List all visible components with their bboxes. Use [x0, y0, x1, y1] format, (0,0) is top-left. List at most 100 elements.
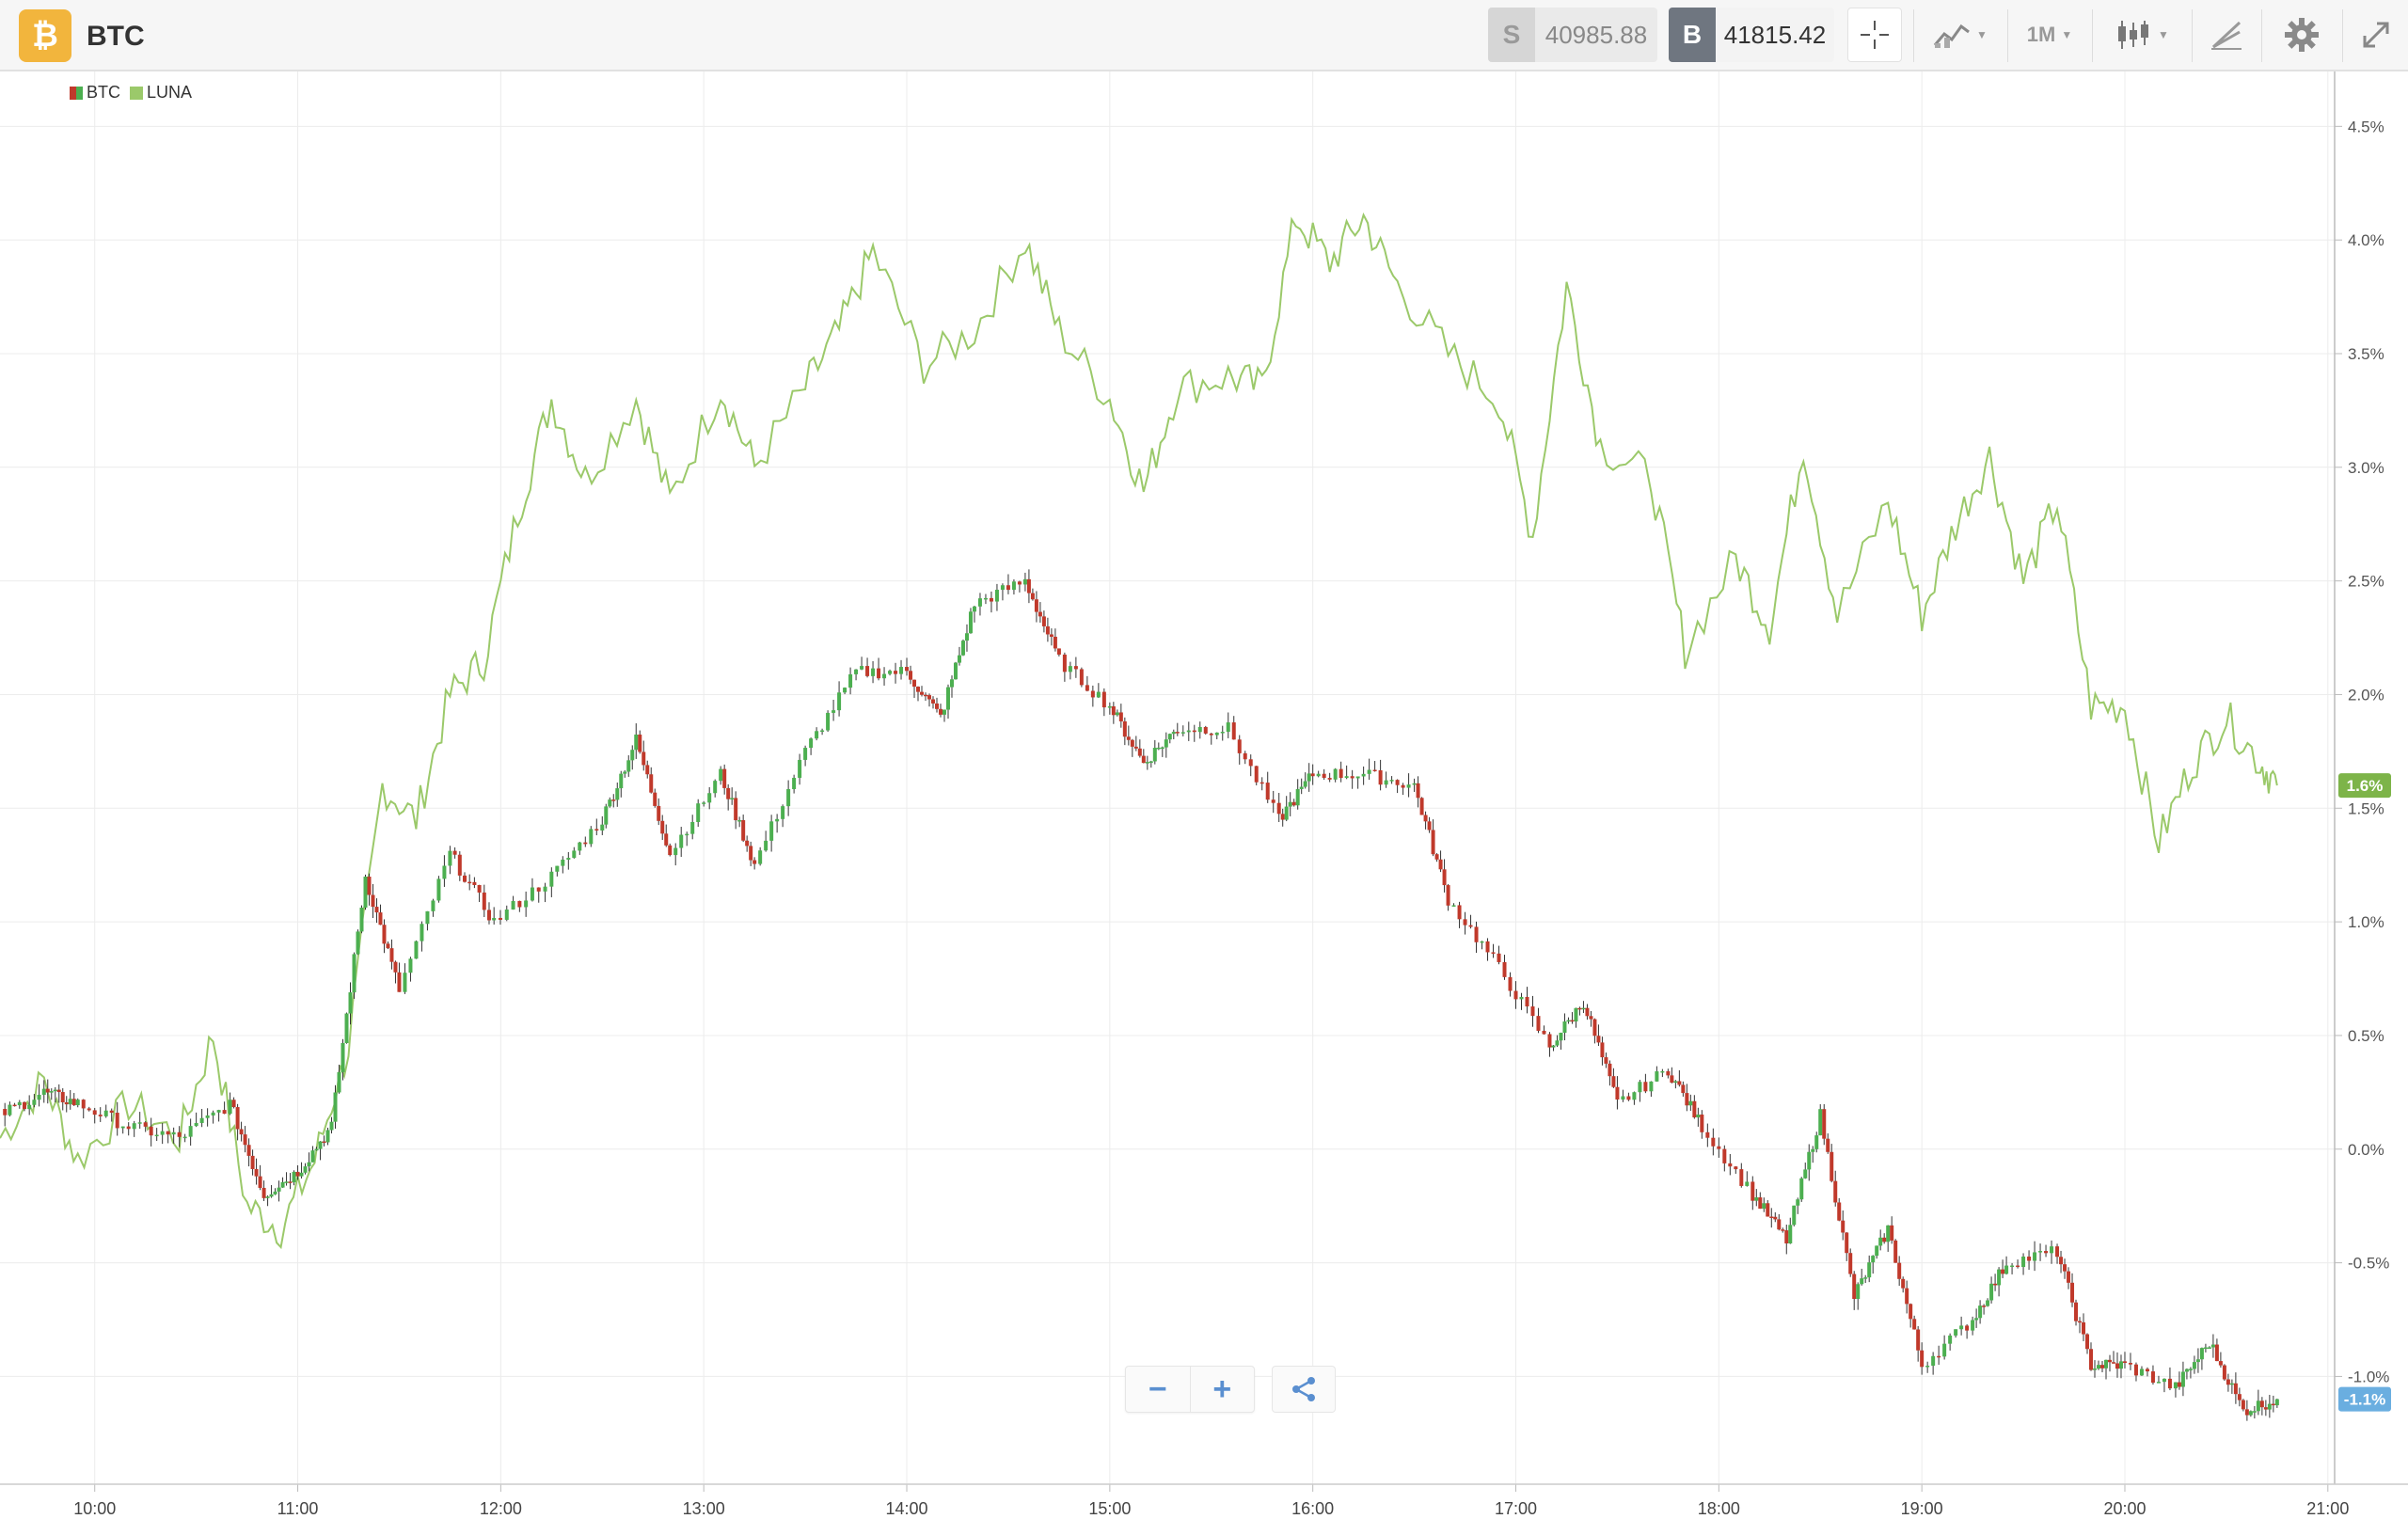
btc-candle-body: [615, 788, 620, 800]
btc-candle-body: [333, 1092, 338, 1122]
btc-candle-body: [848, 673, 853, 688]
btc-candle-body: [265, 1196, 270, 1198]
settings-button[interactable]: [2271, 8, 2333, 62]
btc-candle-body: [132, 1123, 136, 1130]
btc-candle-body: [1937, 1355, 1941, 1358]
btc-candle-body: [1442, 869, 1447, 886]
btc-candle-body: [258, 1176, 262, 1188]
btc-candle-body: [983, 597, 988, 600]
btc-candle-body: [623, 771, 627, 774]
y-tick-label: -0.5%: [2348, 1255, 2389, 1273]
crosshair-button[interactable]: [1847, 8, 1902, 62]
btc-candle-body: [2082, 1321, 2086, 1335]
btc-candle-body: [1948, 1335, 1953, 1344]
btc-candle-body: [860, 666, 864, 670]
btc-candle-body: [2111, 1362, 2115, 1364]
btc-candle-body: [303, 1166, 308, 1173]
btc-candle-body: [1367, 769, 1371, 774]
btc-candle-body: [1303, 781, 1307, 787]
btc-candle-body: [1982, 1305, 1987, 1307]
btc-candle-body: [1107, 705, 1112, 708]
zoom-out-button[interactable]: −: [1148, 1370, 1167, 1407]
btc-candle-body: [37, 1094, 41, 1100]
btc-candle-body: [1711, 1137, 1716, 1147]
timeframe-selector[interactable]: 1M ▼: [2017, 8, 2083, 62]
btc-candle-body: [752, 860, 757, 864]
btc-candle-body: [216, 1110, 221, 1113]
btc-candle-body: [1574, 1007, 1578, 1022]
btc-candle-body: [730, 798, 735, 799]
btc-candle-body: [322, 1141, 326, 1144]
btc-candle-body: [1265, 783, 1270, 800]
btc-candle-body: [2195, 1359, 2200, 1363]
btc-candle-body: [1852, 1274, 1857, 1300]
indicators-button[interactable]: ▼: [1923, 8, 1998, 62]
btc-candle-body: [2180, 1371, 2185, 1387]
sell-button[interactable]: S 40985.88: [1488, 8, 1657, 62]
btc-candle-body: [1339, 768, 1343, 779]
btc-candle-body: [166, 1131, 170, 1135]
btc-candle-body: [1803, 1169, 1808, 1179]
legend-item-btc[interactable]: BTC: [70, 83, 120, 103]
btc-candle-body: [566, 858, 571, 860]
zoom-in-button[interactable]: +: [1189, 1367, 1255, 1412]
btc-candle-body: [71, 1099, 76, 1106]
btc-candle-body: [2021, 1256, 2026, 1268]
btc-candle-body: [1137, 748, 1142, 756]
last-value-labels: 1.6% -1.1%: [2338, 773, 2391, 1412]
y-tick-label: -1.0%: [2348, 1368, 2389, 1385]
btc-candle-body: [386, 943, 390, 949]
draw-tools-button[interactable]: [2201, 8, 2252, 62]
btc-candle-body: [87, 1108, 91, 1111]
btc-candle-body: [1681, 1084, 1686, 1094]
btc-candle-body: [2177, 1382, 2181, 1387]
btc-candle-body: [103, 1110, 108, 1116]
btc-candle-body: [690, 821, 695, 834]
luna-line: [0, 212, 2278, 1250]
zoom-controls: − +: [1125, 1366, 1255, 1413]
btc-candle-body: [482, 892, 486, 910]
price-chart[interactable]: 4.5% 4.0% 3.5% 3.0% 2.5% 2.0% 1.5% 1.0% 0.5% 0.0%…: [0, 71, 2408, 1519]
btc-candle-body: [668, 845, 673, 856]
legend-item-luna[interactable]: LUNA: [130, 83, 192, 103]
btc-candle-body: [1608, 1063, 1612, 1077]
btc-candle-body: [2099, 1365, 2104, 1369]
last-value-text: 1.6%: [2347, 777, 2384, 795]
btc-candle-body: [583, 842, 588, 845]
chart-type-button[interactable]: ▼: [2101, 8, 2182, 62]
btc-candle-body: [1361, 773, 1366, 777]
btc-candle-body: [1705, 1131, 1710, 1138]
btc-candle-body: [1811, 1148, 1815, 1152]
btc-candle-body: [1011, 581, 1016, 591]
btc-candle-body: [2244, 1409, 2249, 1416]
btc-candle-body: [211, 1112, 215, 1116]
btc-candle-body: [1480, 941, 1484, 943]
toolbar-divider: [2192, 9, 2193, 62]
btc-candle-body: [81, 1100, 86, 1109]
btc-candle-body: [41, 1088, 46, 1095]
btc-candle-body: [927, 695, 932, 700]
btc-candle-body: [1203, 726, 1208, 734]
btc-candle-body: [1974, 1318, 1979, 1321]
x-tick-label: 21:00: [2306, 1499, 2349, 1518]
btc-candle-body: [115, 1113, 119, 1129]
btc-candle-body: [1389, 780, 1394, 782]
btc-candle-body: [1871, 1256, 1876, 1263]
btc-candle-body: [608, 799, 612, 807]
btc-candle-body: [611, 799, 616, 801]
btc-candle-body: [137, 1122, 142, 1124]
btc-candle-body: [463, 875, 467, 882]
share-button[interactable]: [1272, 1366, 1336, 1413]
x-tick-label: 19:00: [1901, 1499, 1943, 1518]
btc-candle-body: [1030, 593, 1035, 600]
fullscreen-button[interactable]: [2348, 8, 2404, 62]
btc-candle-body: [1096, 691, 1101, 698]
btc-candle-body: [1912, 1319, 1917, 1330]
buy-button[interactable]: B 41815.42: [1669, 8, 1834, 62]
btc-candle-body: [1592, 1019, 1597, 1036]
btc-candle-body: [719, 768, 723, 782]
btc-candle-body: [49, 1091, 54, 1093]
btc-candle-body: [1833, 1180, 1838, 1203]
btc-candle-body: [949, 679, 954, 688]
btc-candle-body: [1344, 776, 1349, 779]
